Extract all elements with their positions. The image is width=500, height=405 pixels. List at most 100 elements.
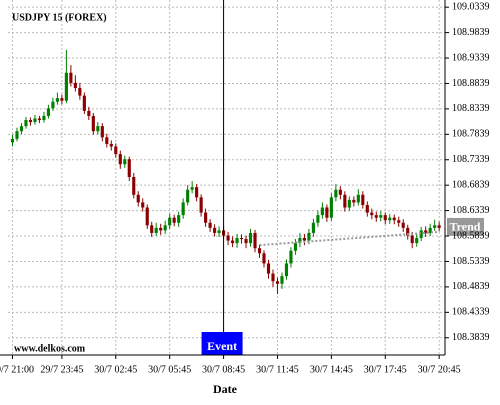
candle-body (311, 222, 315, 233)
y-tick-label: 108.5839 (452, 230, 490, 241)
overlays: Event Trend (201, 0, 484, 355)
candle-body (248, 232, 253, 244)
candle-body (60, 98, 64, 101)
candle-body (388, 217, 392, 221)
candle-body (370, 212, 374, 216)
candle-body (392, 217, 396, 221)
candle-body (168, 217, 172, 226)
candle-body (343, 194, 347, 208)
event-box (201, 332, 243, 355)
candle-body (46, 108, 50, 116)
candle-body (352, 199, 356, 203)
candle-body (114, 146, 118, 155)
y-tick-label: 108.4339 (452, 307, 490, 318)
candle-body (338, 189, 342, 195)
candle-body (96, 126, 100, 132)
candle-body (118, 154, 122, 165)
candle-body (64, 72, 68, 101)
candle-body (356, 194, 360, 203)
candle-body (275, 281, 280, 284)
candle-body (78, 87, 82, 96)
x-tick-label: 30/7 20:45 (418, 364, 461, 375)
candle-body (302, 238, 306, 241)
candle-body (150, 225, 154, 233)
candle-body (28, 120, 33, 123)
x-tick-label: 30/7 11:45 (256, 364, 299, 375)
x-axis-title: Date (213, 382, 238, 396)
candle-body (55, 98, 59, 102)
candle-body (334, 189, 338, 198)
candle-body (383, 215, 387, 221)
candle-body (42, 115, 46, 121)
candle-body (298, 238, 302, 244)
x-tick-label: 30/7 14:45 (310, 364, 353, 375)
candle-body (199, 197, 203, 213)
candle-body (280, 276, 284, 284)
candle-body (316, 215, 320, 223)
candle-body (100, 126, 104, 138)
candle-body (163, 225, 167, 231)
candle-body (145, 207, 149, 226)
candle-body (213, 227, 217, 233)
grid (8, 0, 445, 355)
candle-body (204, 212, 208, 223)
candle-body (19, 126, 24, 132)
candle-body (325, 207, 329, 218)
candle-body (69, 72, 73, 83)
trend-label: Trend (450, 220, 481, 234)
x-tick-label: 29/7 21:00 (0, 364, 34, 375)
candle-body (87, 110, 91, 116)
y-tick-label: 108.7339 (452, 154, 490, 165)
candle-body (244, 239, 248, 244)
chart-title: USDJPY 15 (FOREX) (12, 12, 107, 23)
y-tick-label: 108.6839 (452, 179, 490, 190)
candle-body (235, 238, 239, 244)
candle-body (109, 143, 113, 147)
x-tick-label: 30/7 05:45 (148, 364, 191, 375)
candle-body (329, 197, 333, 218)
candle-body (253, 232, 257, 249)
candle-body (195, 187, 199, 198)
candle-body (230, 240, 235, 244)
candle-body (24, 120, 28, 127)
candle-body (428, 227, 432, 233)
candle-body (424, 230, 428, 233)
candle-body (257, 248, 262, 254)
candle-body (37, 118, 42, 121)
candle-body (415, 238, 419, 244)
x-tick-label: 29/7 23:45 (40, 364, 83, 375)
candle-body (239, 238, 244, 240)
x-tick-label: 30/7 08:45 (202, 364, 245, 375)
watermark: www.delkos.com (14, 343, 86, 354)
y-tick-label: 108.5339 (452, 256, 490, 267)
candle-body (91, 115, 95, 132)
candle-body (186, 189, 190, 203)
candle-body (284, 263, 289, 277)
candle-body (397, 220, 401, 223)
candle-body (154, 227, 158, 233)
candle-body (293, 243, 298, 251)
y-tick-label: 108.9839 (452, 27, 490, 38)
candle-body (347, 199, 351, 208)
y-tick-label: 108.9339 (452, 52, 490, 63)
candle-body (10, 138, 15, 143)
candle-body (271, 273, 275, 282)
candle-body (217, 230, 221, 233)
trend-box (447, 217, 484, 236)
candle-body (73, 82, 77, 88)
candle-body (105, 137, 109, 144)
candle-body (320, 207, 324, 216)
y-tick-label: 108.4839 (452, 281, 490, 292)
candle-body (266, 263, 271, 274)
candle-body (289, 250, 293, 264)
candles (10, 49, 441, 294)
candle-body (82, 95, 86, 111)
candle-body (159, 227, 163, 231)
candle-body (262, 253, 266, 264)
candle-body (433, 225, 437, 228)
candle-body (410, 235, 414, 244)
candle-body (419, 230, 423, 239)
x-tick-label: 30/7 17:45 (364, 364, 407, 375)
